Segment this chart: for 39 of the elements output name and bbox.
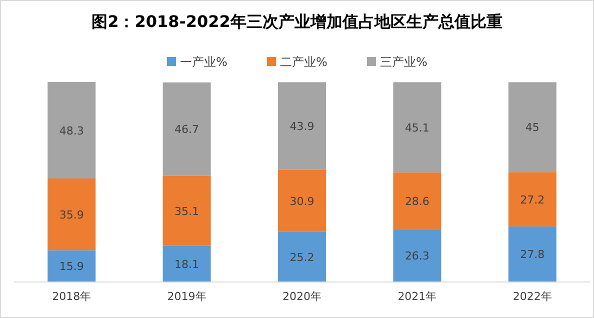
data-label: 30.9 <box>290 194 314 208</box>
data-label: 25.2 <box>290 250 314 264</box>
x-tick-label: 2020年 <box>282 290 322 303</box>
legend-label: 二产业% <box>280 55 328 69</box>
data-label: 27.8 <box>520 248 545 262</box>
x-tick-label: 2022年 <box>512 290 552 303</box>
bar <box>393 172 442 230</box>
bar <box>48 82 96 179</box>
data-label: 26.3 <box>404 250 430 263</box>
data-label: 15.9 <box>59 260 84 274</box>
data-label: 18.1 <box>174 258 200 271</box>
data-label: 35.1 <box>174 204 200 218</box>
bar <box>48 250 96 282</box>
bar <box>508 226 556 282</box>
x-tick-label: 2018年 <box>52 290 92 303</box>
bar <box>162 176 211 246</box>
data-label: 45.1 <box>404 121 430 134</box>
chart-title: 图2：2018-2022年三次产业增加值占地区生产总值比重 <box>92 12 502 31</box>
legend-label: 三产业% <box>380 55 428 69</box>
data-label: 27.2 <box>520 193 545 206</box>
x-tick-label: 2019年 <box>167 290 206 303</box>
bar <box>162 82 211 176</box>
data-label: 35.9 <box>59 208 84 222</box>
bar <box>393 82 442 172</box>
data-label: 43.9 <box>290 120 314 134</box>
data-label: 45 <box>525 121 540 134</box>
bar <box>48 178 96 250</box>
data-label: 28.6 <box>404 194 430 208</box>
bar <box>278 82 326 170</box>
bar <box>278 232 326 282</box>
bar <box>278 170 326 232</box>
bar <box>162 246 211 282</box>
bar <box>508 172 556 226</box>
data-label: 46.7 <box>174 123 200 136</box>
bar <box>393 229 442 282</box>
legend-label: 一产业% <box>180 55 228 69</box>
x-tick-label: 2021年 <box>398 290 437 303</box>
bar <box>508 82 556 172</box>
data-label: 48.3 <box>59 124 84 138</box>
